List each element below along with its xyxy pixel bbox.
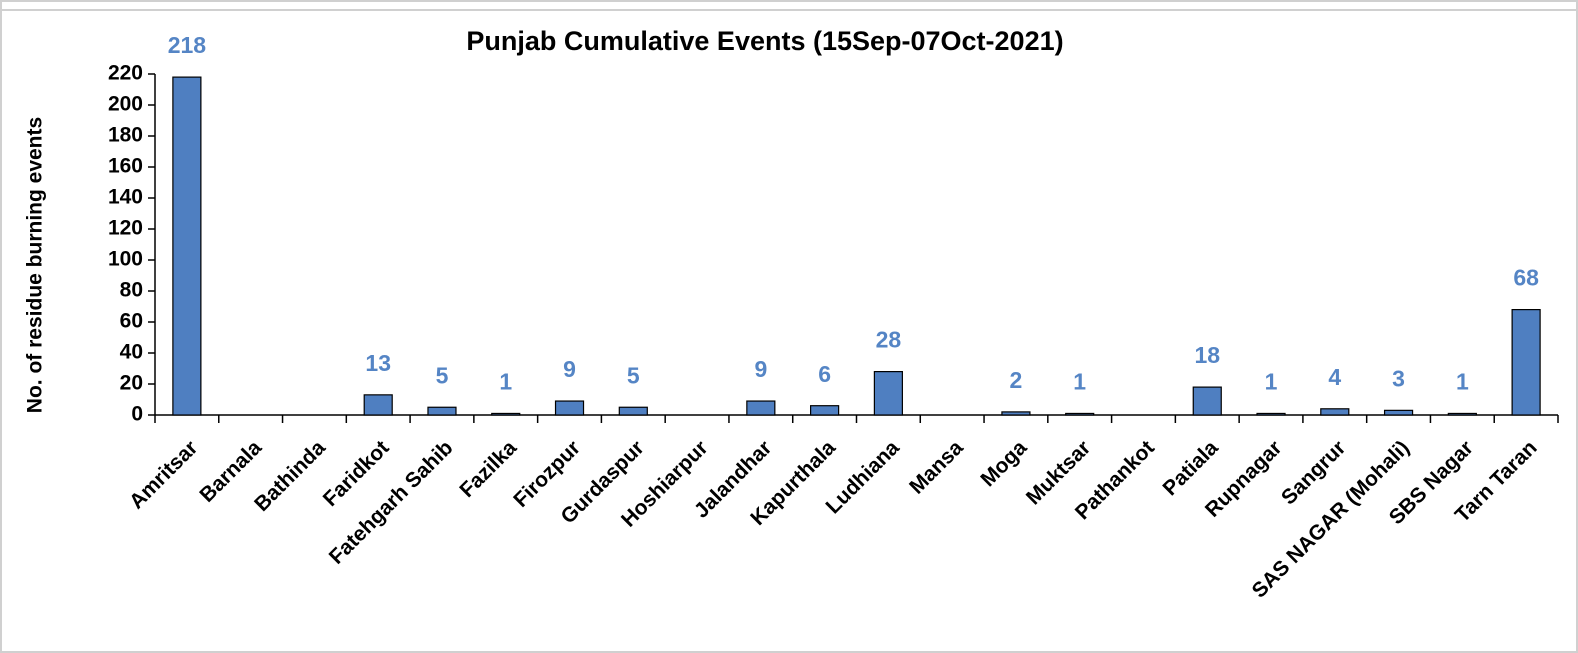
y-tick-label: 160 xyxy=(108,155,143,178)
data-label: 9 xyxy=(563,356,576,382)
bar xyxy=(554,400,585,416)
bar xyxy=(491,412,521,416)
data-label: 1 xyxy=(1073,369,1086,395)
bar xyxy=(427,406,457,416)
data-label: 5 xyxy=(436,362,449,388)
bar xyxy=(1256,412,1286,416)
data-label: 6 xyxy=(818,361,831,387)
bar xyxy=(172,76,202,416)
data-label: 9 xyxy=(754,356,767,382)
bar xyxy=(1065,412,1095,416)
data-label: 68 xyxy=(1513,265,1539,291)
y-tick-label: 100 xyxy=(108,248,143,271)
data-label: 1 xyxy=(499,369,512,395)
y-tick-label: 60 xyxy=(120,310,143,333)
data-label: 218 xyxy=(168,32,207,58)
data-label: 1 xyxy=(1456,369,1469,395)
data-label: 4 xyxy=(1328,364,1341,390)
bar xyxy=(1511,309,1541,416)
y-tick-label: 80 xyxy=(120,279,143,302)
data-label: 13 xyxy=(365,350,391,376)
y-tick-label: 180 xyxy=(108,124,143,147)
bar xyxy=(1447,412,1477,416)
data-label: 2 xyxy=(1010,367,1023,393)
data-label: 28 xyxy=(876,327,902,353)
bar xyxy=(1320,408,1350,416)
data-label: 1 xyxy=(1265,369,1278,395)
bar xyxy=(1001,411,1031,416)
data-label: 18 xyxy=(1194,342,1220,368)
bar xyxy=(363,394,393,416)
data-label: 3 xyxy=(1392,365,1405,391)
y-tick-label: 120 xyxy=(108,217,143,240)
y-tick-label: 20 xyxy=(120,372,143,395)
y-tick-label: 220 xyxy=(108,62,143,85)
bar xyxy=(1192,386,1222,416)
y-tick-label: 40 xyxy=(120,341,143,364)
bar xyxy=(1383,409,1414,416)
y-tick-label: 200 xyxy=(108,93,143,116)
data-label: 5 xyxy=(627,362,640,388)
y-tick-label: 0 xyxy=(131,403,143,426)
bar xyxy=(873,371,903,416)
y-axis-label: No. of residue burning events xyxy=(24,117,47,413)
bar xyxy=(618,406,648,416)
y-tick-label: 140 xyxy=(108,186,143,209)
bar xyxy=(810,405,840,416)
chart-title: Punjab Cumulative Events (15Sep-07Oct-20… xyxy=(466,26,1063,56)
bar xyxy=(746,400,776,416)
